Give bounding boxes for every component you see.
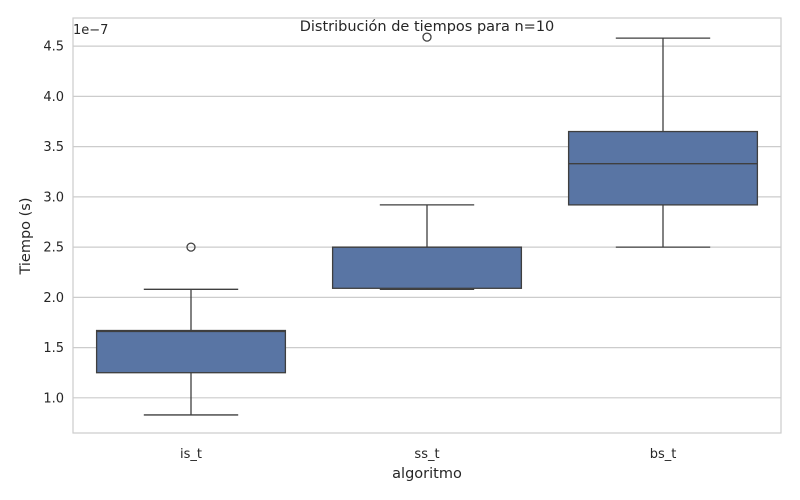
box-iqr [95, 329, 287, 374]
outlier-point [422, 32, 432, 42]
y-tick-labels: 1.0 1.5 2.0 2.5 3.0 3.5 4.0 4.5 [43, 40, 64, 407]
y-axis-label: Tiempo (s) [18, 197, 34, 275]
y-tick-label: 4.0 [43, 90, 64, 105]
box-bs_t [567, 37, 759, 248]
box-iqr [331, 246, 523, 289]
plot-frame [72, 17, 782, 434]
y-tick-label: 3.5 [43, 140, 64, 155]
chart-title: Distribución de tiempos para n=10 [300, 19, 555, 35]
boxes [95, 32, 759, 416]
y-tick-label: 2.5 [43, 241, 64, 256]
box-ss_t [331, 32, 523, 290]
y-tick-label: 4.5 [43, 40, 64, 55]
y-tick-label: 2.0 [43, 291, 64, 306]
x-axis-label: algoritmo [392, 466, 462, 482]
x-tick-label: ss_t [414, 447, 439, 462]
y-scale-multiplier: 1e−7 [73, 23, 108, 38]
x-tick-label: is_t [180, 447, 202, 462]
outlier-point [186, 242, 196, 252]
x-tick-labels: is_t ss_t bs_t [180, 447, 676, 462]
box-iqr [567, 130, 759, 206]
y-tick-label: 1.5 [43, 341, 64, 356]
y-tick-label: 3.0 [43, 190, 64, 205]
x-tick-label: bs_t [650, 447, 677, 462]
y-tick-label: 1.0 [43, 391, 64, 406]
box-is_t [95, 242, 287, 416]
